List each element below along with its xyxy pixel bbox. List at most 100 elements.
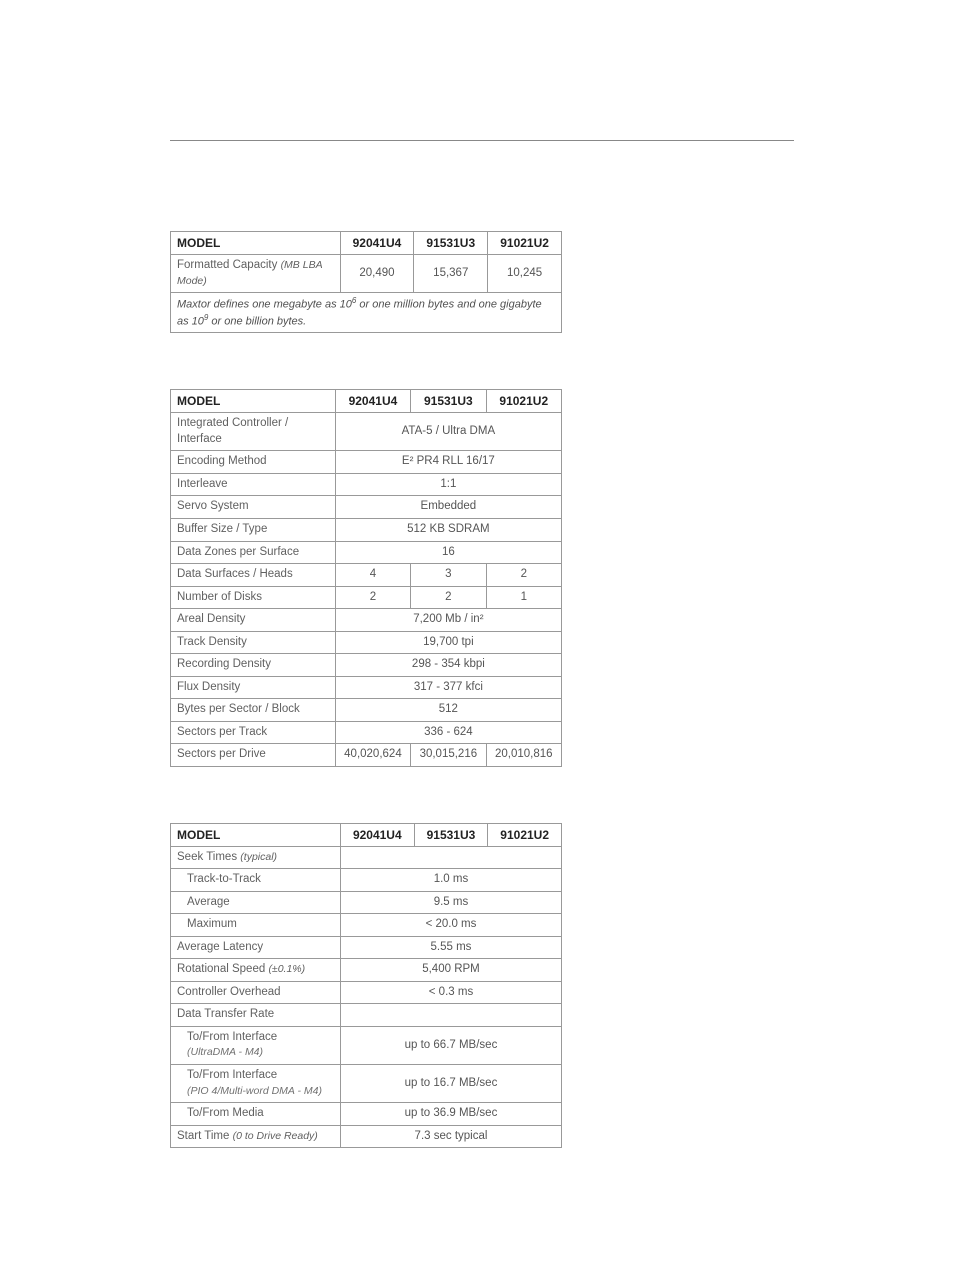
table-row: Start Time (0 to Drive Ready)7.3 sec typ… (171, 1125, 562, 1148)
cell: 298 - 354 kbpi (335, 654, 561, 677)
model-col-b: 91531U3 (411, 390, 486, 413)
model-col-b: 91531U3 (414, 823, 488, 846)
table-row: Maximum< 20.0 ms (171, 914, 562, 937)
model-header: MODEL (171, 232, 341, 255)
table-row: Track Density19,700 tpi (171, 631, 562, 654)
table-header-row: MODEL 92041U4 91531U3 91021U2 (171, 390, 562, 413)
table-row: To/From Interface(UltraDMA - M4)up to 66… (171, 1026, 562, 1064)
horizontal-rule (170, 140, 794, 141)
cell: 7.3 sec typical (340, 1125, 561, 1148)
table-row: Number of Disks221 (171, 586, 562, 609)
table-row: Areal Density7,200 Mb / in² (171, 609, 562, 632)
table-row: Data Surfaces / Heads432 (171, 564, 562, 587)
row-label: Maximum (171, 914, 341, 937)
cell (340, 846, 561, 869)
table-row: Controller Overhead< 0.3 ms (171, 981, 562, 1004)
row-label: Seek Times (typical) (171, 846, 341, 869)
table-row: Bytes per Sector / Block512 (171, 699, 562, 722)
cell: 2 (411, 586, 486, 609)
model-col-a: 92041U4 (340, 823, 414, 846)
row-label: Data Zones per Surface (171, 541, 336, 564)
table-row: Rotational Speed (±0.1%)5,400 RPM (171, 959, 562, 982)
cell: ATA-5 / Ultra DMA (335, 413, 561, 451)
model-header: MODEL (171, 390, 336, 413)
cell: < 0.3 ms (340, 981, 561, 1004)
row-label: Track-to-Track (171, 869, 341, 892)
drive-config-table: MODEL 92041U4 91531U3 91021U2 Integrated… (170, 389, 562, 766)
table-row: Recording Density298 - 354 kbpi (171, 654, 562, 677)
model-col-a: 92041U4 (335, 390, 410, 413)
table-footnote: Maxtor defines one megabyte as 106 or on… (171, 293, 562, 333)
row-label: Controller Overhead (171, 981, 341, 1004)
cell: 16 (335, 541, 561, 564)
row-label: Data Transfer Rate (171, 1004, 341, 1027)
cell: 19,700 tpi (335, 631, 561, 654)
table-row: Average9.5 ms (171, 891, 562, 914)
table-row: Formatted Capacity (MB LBA Mode) 20,490 … (171, 255, 562, 293)
table-header-row: MODEL 92041U4 91531U3 91021U2 (171, 232, 562, 255)
row-label: Sectors per Track (171, 721, 336, 744)
row-label: Bytes per Sector / Block (171, 699, 336, 722)
cell: 512 (335, 699, 561, 722)
cell: 15,367 (414, 255, 488, 293)
row-label: Rotational Speed (±0.1%) (171, 959, 341, 982)
table-row: Integrated Controller / InterfaceATA-5 /… (171, 413, 562, 451)
cell: up to 66.7 MB/sec (340, 1026, 561, 1064)
table-row: Data Zones per Surface16 (171, 541, 562, 564)
model-col-c: 91021U2 (488, 823, 562, 846)
row-label: Start Time (0 to Drive Ready) (171, 1125, 341, 1148)
cell: 7,200 Mb / in² (335, 609, 561, 632)
table-row: Interleave1:1 (171, 473, 562, 496)
table-row: Buffer Size / Type512 KB SDRAM (171, 518, 562, 541)
row-label: Number of Disks (171, 586, 336, 609)
cell: 5,400 RPM (340, 959, 561, 982)
model-col-b: 91531U3 (414, 232, 488, 255)
table-row: Sectors per Drive40,020,62430,015,21620,… (171, 744, 562, 767)
row-label: Servo System (171, 496, 336, 519)
row-label: Recording Density (171, 654, 336, 677)
cell: Embedded (335, 496, 561, 519)
table-row: To/From Interface(PIO 4/Multi-word DMA -… (171, 1065, 562, 1103)
cell: 20,490 (340, 255, 414, 293)
cell: < 20.0 ms (340, 914, 561, 937)
row-label: Areal Density (171, 609, 336, 632)
table-row: Servo SystemEmbedded (171, 496, 562, 519)
table-row: Data Transfer Rate (171, 1004, 562, 1027)
table-row: Track-to-Track1.0 ms (171, 869, 562, 892)
cell: up to 16.7 MB/sec (340, 1065, 561, 1103)
row-label: Integrated Controller / Interface (171, 413, 336, 451)
cell: 1.0 ms (340, 869, 561, 892)
row-label: Flux Density (171, 676, 336, 699)
cell: 317 - 377 kfci (335, 676, 561, 699)
cell: 1 (486, 586, 561, 609)
row-label: Sectors per Drive (171, 744, 336, 767)
model-header: MODEL (171, 823, 341, 846)
cell: 30,015,216 (411, 744, 486, 767)
page: MODEL 92041U4 91531U3 91021U2 Formatted … (0, 0, 954, 1264)
table-row: Average Latency5.55 ms (171, 936, 562, 959)
table-row: Encoding MethodE² PR4 RLL 16/17 (171, 451, 562, 474)
footnote-text: Maxtor defines one megabyte as 106 or on… (171, 293, 562, 333)
cell: 1:1 (335, 473, 561, 496)
cell: up to 36.9 MB/sec (340, 1103, 561, 1126)
table-header-row: MODEL 92041U4 91531U3 91021U2 (171, 823, 562, 846)
model-col-a: 92041U4 (340, 232, 414, 255)
table-row: Flux Density317 - 377 kfci (171, 676, 562, 699)
cell: 2 (486, 564, 561, 587)
row-label: To/From Interface(PIO 4/Multi-word DMA -… (171, 1065, 341, 1103)
row-label: Average (171, 891, 341, 914)
row-label: Data Surfaces / Heads (171, 564, 336, 587)
row-label: Formatted Capacity (MB LBA Mode) (171, 255, 341, 293)
row-label: Buffer Size / Type (171, 518, 336, 541)
table-row: Seek Times (typical) (171, 846, 562, 869)
performance-table: MODEL 92041U4 91531U3 91021U2 Seek Times… (170, 823, 562, 1148)
row-label: To/From Media (171, 1103, 341, 1126)
cell: 10,245 (488, 255, 562, 293)
cell: 4 (335, 564, 410, 587)
cell: 2 (335, 586, 410, 609)
table-row: To/From Mediaup to 36.9 MB/sec (171, 1103, 562, 1126)
model-col-c: 91021U2 (488, 232, 562, 255)
cell (340, 1004, 561, 1027)
row-label: To/From Interface(UltraDMA - M4) (171, 1026, 341, 1064)
cell: 336 - 624 (335, 721, 561, 744)
